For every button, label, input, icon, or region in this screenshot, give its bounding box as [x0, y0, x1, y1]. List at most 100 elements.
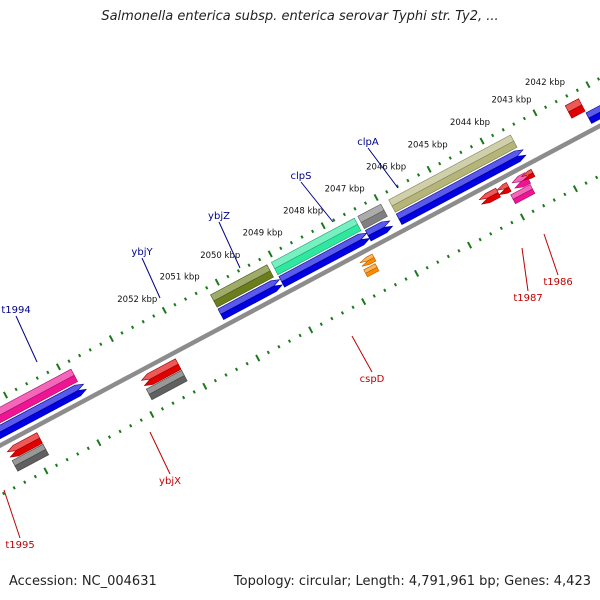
tick-mark-outer: [258, 257, 262, 262]
tick-mark-inner: [457, 249, 461, 253]
tick-mark-outer: [78, 353, 82, 358]
tick-mark-inner: [43, 467, 49, 475]
tick-mark-inner: [425, 265, 429, 270]
tick-mark-inner: [224, 373, 228, 377]
cds-forward-3-lower: [220, 284, 283, 321]
callout-ybjX-leader: [149, 431, 171, 475]
tick-mark-inner: [563, 192, 567, 197]
gene-clpA-lower: [391, 140, 518, 213]
cds-forward-1-lower: [367, 225, 394, 242]
tick-mark-outer: [554, 99, 558, 104]
kbp-label: 2045 kbp: [408, 140, 448, 150]
tick-mark-inner: [330, 316, 334, 321]
tick-mark-inner: [372, 294, 376, 298]
tick-mark-outer: [585, 81, 591, 89]
tick-mark-outer: [205, 286, 209, 290]
kbp-label: 2052 kbp: [117, 295, 157, 305]
callout-t1994-leader: [15, 315, 38, 363]
tick-mark-outer: [532, 109, 538, 117]
callout-clpS-label: clpS: [291, 171, 312, 182]
cds-forward-2: [278, 232, 368, 283]
tick-mark-outer: [226, 274, 230, 279]
cds-reverse-2-lower: [365, 266, 380, 278]
cds-forward-2-lower: [281, 238, 371, 288]
kbp-label: 2048 kbp: [283, 207, 323, 217]
tick-mark-inner: [149, 410, 155, 419]
callout-t1994-label: t1994: [1, 305, 30, 316]
gene-red-extra-1-lower: [523, 172, 536, 181]
tick-mark-inner: [351, 305, 355, 310]
tick-mark-inner: [65, 457, 69, 462]
tick-mark-inner: [139, 418, 143, 422]
gene-t1995-lower: [9, 437, 43, 458]
tick-mark-inner: [255, 354, 261, 362]
tick-mark-inner: [404, 277, 408, 281]
tick-mark-inner: [478, 237, 482, 242]
tick-mark-inner: [33, 474, 37, 479]
tick-mark-outer: [416, 173, 421, 177]
cds-forward-0: [395, 149, 524, 220]
callout-t1995-leader: [3, 489, 21, 539]
tick-mark-outer: [479, 137, 485, 145]
tick-mark-inner: [171, 401, 175, 405]
tick-mark-inner: [308, 326, 314, 334]
tick-mark-outer: [25, 381, 29, 386]
tick-mark-inner: [192, 390, 196, 394]
cds-forward-5: [585, 105, 600, 119]
tick-mark-inner: [414, 269, 420, 277]
cds-forward-3: [217, 279, 281, 315]
tick-mark-inner: [245, 361, 249, 366]
tick-mark-inner: [86, 446, 90, 451]
callout-clpS-leader: [300, 181, 334, 223]
tick-mark-outer: [501, 127, 505, 132]
kbp-label: 2047 kbp: [325, 185, 365, 195]
tick-mark-inner: [595, 175, 599, 180]
tick-mark-outer: [35, 376, 39, 380]
tick-mark-inner: [393, 282, 398, 287]
map-title: Salmonella enterica subsp. enterica sero…: [101, 9, 499, 24]
tick-mark-inner: [531, 209, 535, 214]
tick-mark-inner: [489, 232, 493, 236]
tick-mark-outer: [320, 222, 326, 230]
tick-mark-inner: [54, 463, 59, 468]
tick-mark-inner: [510, 220, 514, 225]
tick-mark-inner: [277, 344, 281, 349]
callout-ybjY-label: ybjY: [131, 247, 153, 258]
tick-mark-outer: [279, 246, 283, 251]
callout-ybjX-label: ybjX: [159, 476, 181, 487]
gene-red-extra-1: [521, 168, 534, 177]
tick-mark-outer: [214, 278, 220, 286]
callout-clpA-leader: [367, 147, 399, 189]
callout-ybjZ-label: ybjZ: [208, 211, 230, 222]
tick-mark-outer: [596, 77, 600, 81]
tick-mark-inner: [542, 203, 546, 208]
tick-mark-outer: [120, 331, 124, 335]
callout-t1986-leader: [543, 233, 559, 276]
tick-mark-inner: [340, 311, 345, 315]
tick-mark-outer: [99, 342, 103, 347]
tick-mark-outer: [88, 348, 92, 352]
backbone-line: [0, 123, 600, 449]
tick-mark-inner: [319, 322, 323, 326]
tick-mark-outer: [448, 156, 452, 160]
tick-mark-inner: [160, 407, 165, 411]
tick-mark-outer: [67, 359, 71, 363]
callout-cspD-label: cspD: [360, 374, 385, 385]
tick-mark-outer: [426, 165, 432, 173]
callout-t1987-leader: [521, 247, 529, 292]
tick-mark-inner: [118, 429, 122, 434]
tick-mark-outer: [522, 116, 526, 121]
tick-mark-outer: [469, 144, 474, 149]
gene-t1994-lower: [0, 374, 79, 424]
tick-mark-outer: [173, 302, 177, 307]
tick-mark-outer: [543, 105, 548, 109]
tick-mark-outer: [152, 314, 156, 318]
tick-mark-inner: [519, 213, 526, 221]
tick-mark-outer: [300, 235, 304, 239]
callout-cspD-leader: [351, 335, 373, 373]
gene-red-extra-0-lower: [480, 192, 501, 205]
tick-mark-outer: [247, 263, 251, 268]
gene-cspD-lower: [361, 257, 377, 267]
kbp-label: 2049 kbp: [243, 228, 283, 238]
tick-mark-outer: [141, 319, 145, 324]
